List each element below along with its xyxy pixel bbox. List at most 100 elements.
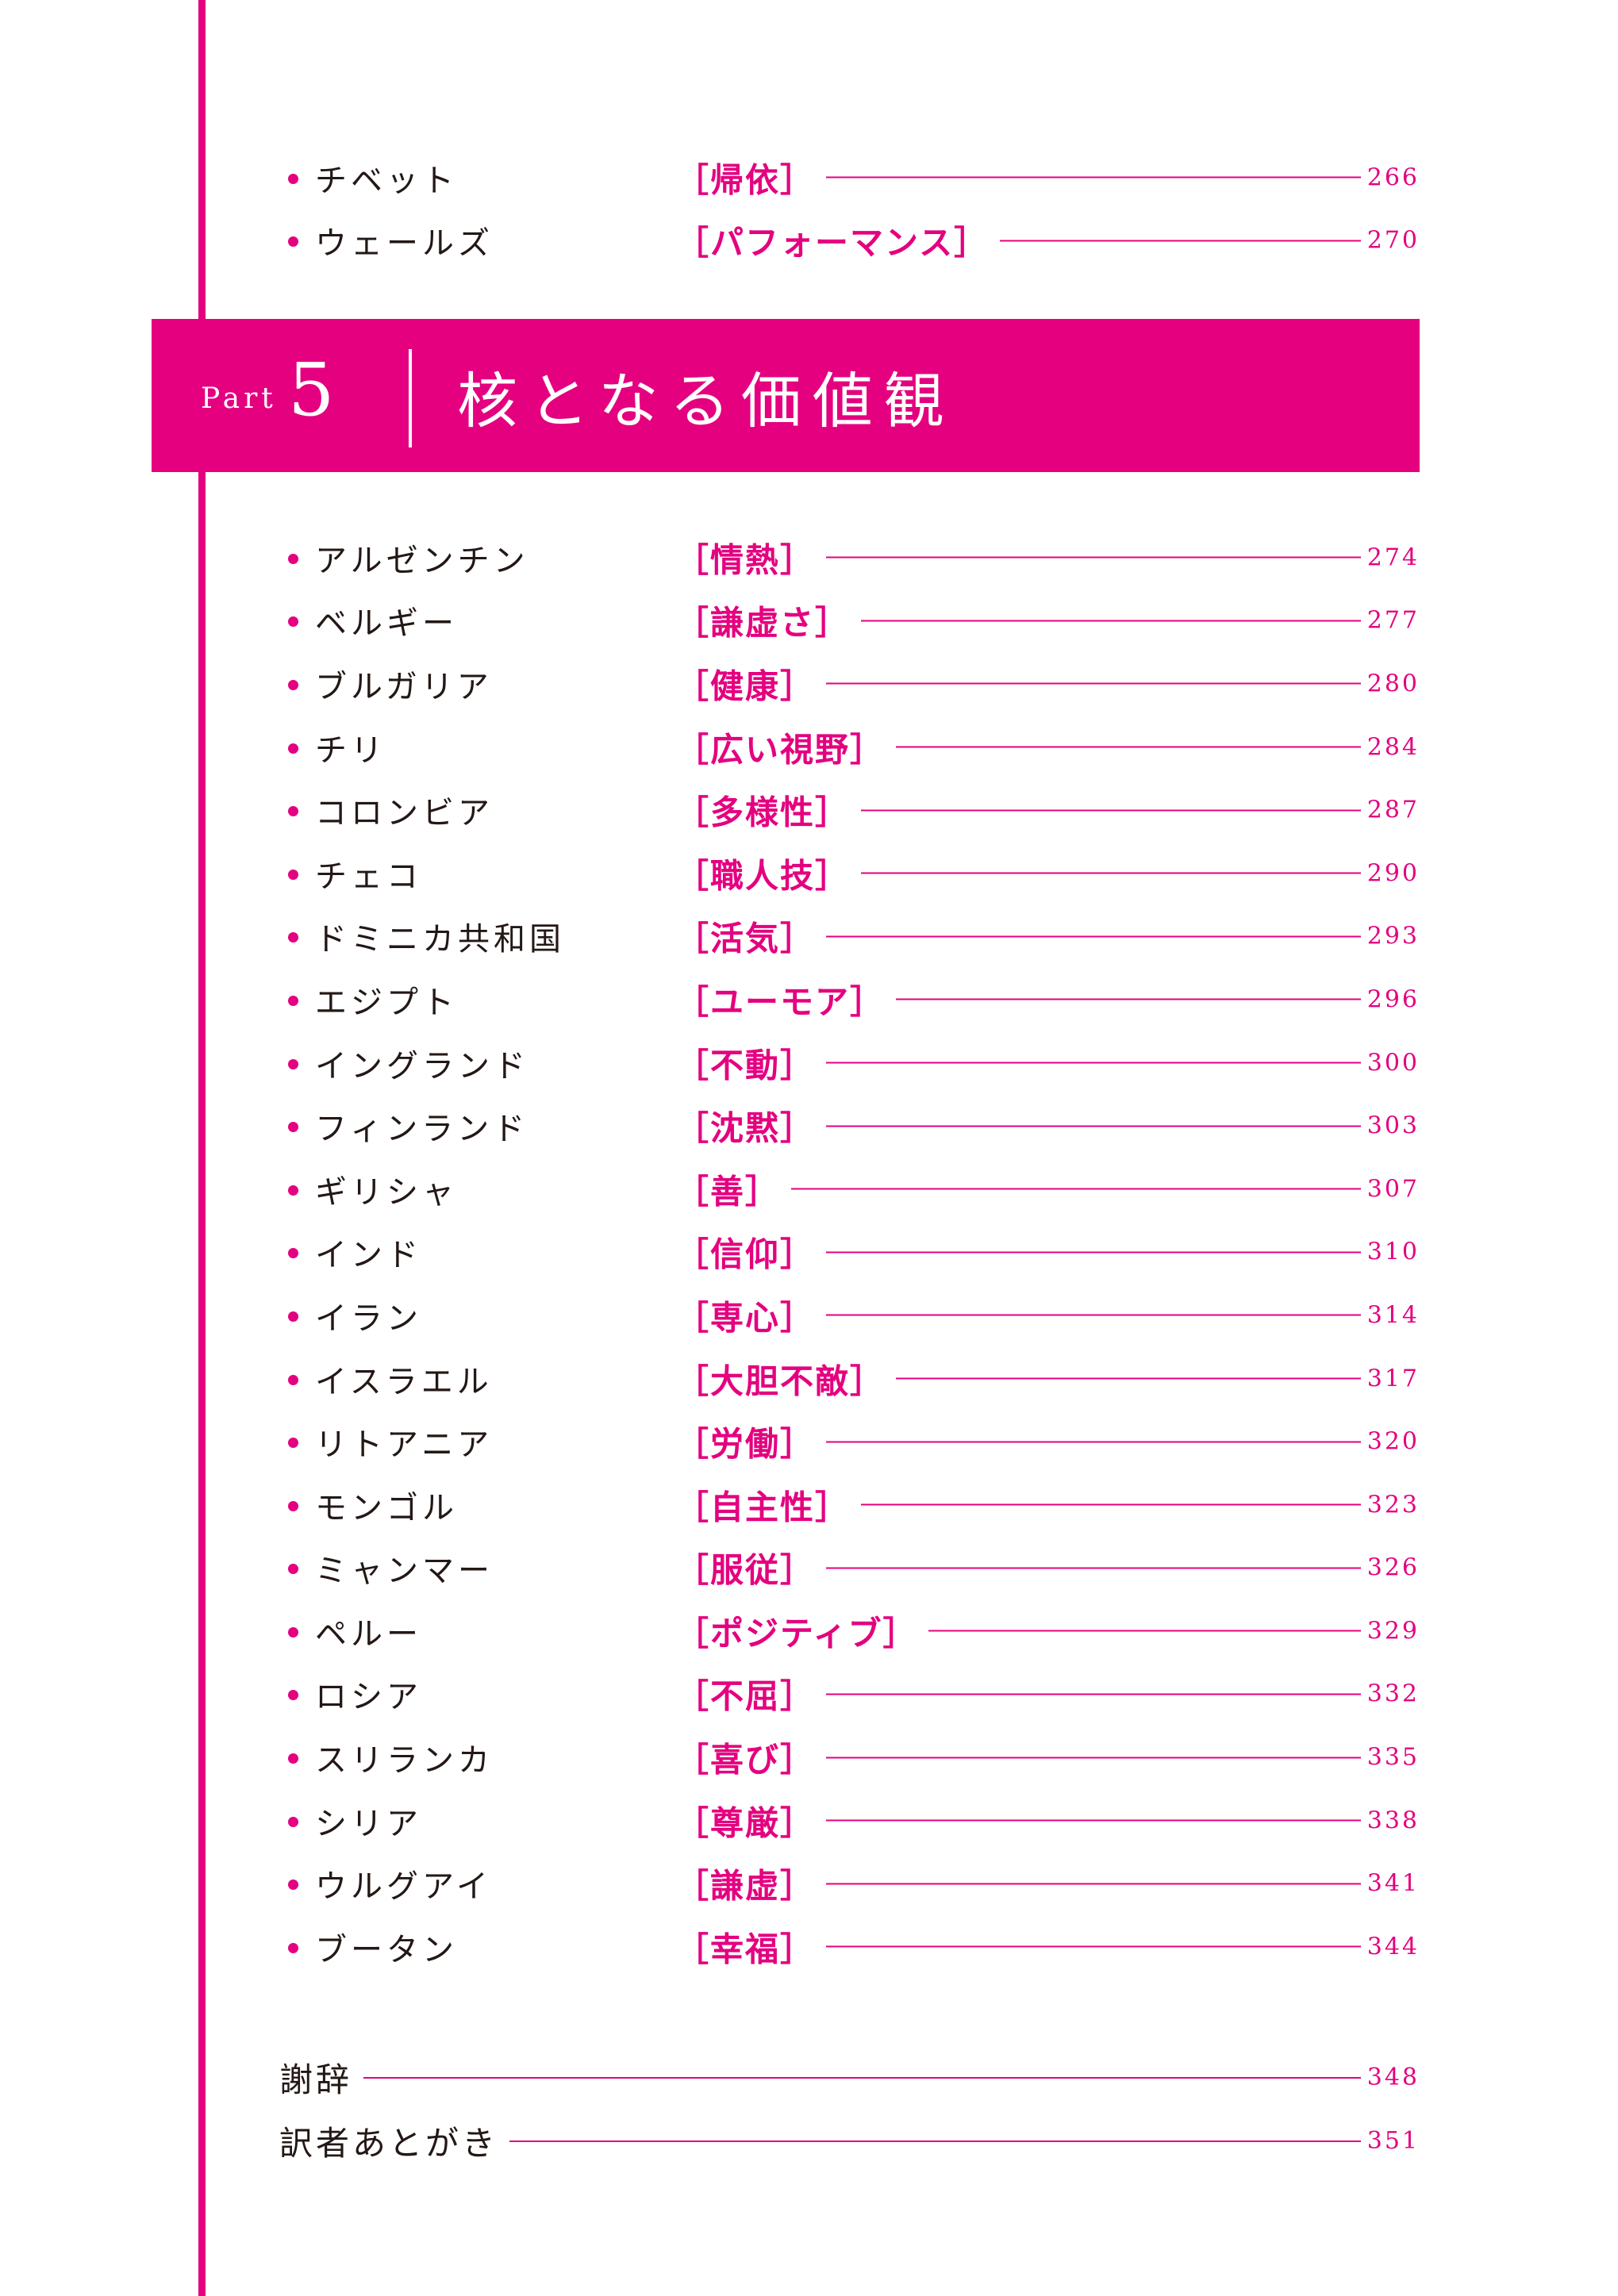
country-name: アルゼンチン (315, 542, 529, 579)
bullet-icon (288, 173, 298, 184)
toc-entry[interactable]: アルゼンチン ［情熱］ 274 (0, 526, 1618, 589)
toc-entry[interactable]: エジプト ［ユーモア］ 296 (0, 968, 1618, 1031)
entry-right: ［信仰］ 310 (675, 1228, 1420, 1277)
toc-entry[interactable]: ウルグアイ ［謙虚］ 341 (0, 1852, 1618, 1915)
toc-entry[interactable]: ブルガリア ［健康］ 280 (0, 652, 1618, 716)
bullet-icon (288, 1753, 298, 1764)
core-value: ［大胆不敵］ (675, 1361, 886, 1401)
toc-entry[interactable]: スリランカ ［喜び］ 335 (0, 1726, 1618, 1789)
margin-rule (198, 0, 206, 2296)
page-number: 329 (1366, 1617, 1420, 1645)
core-value: ［喜び］ (675, 1740, 816, 1780)
page-number: 310 (1366, 1238, 1420, 1266)
toc-entry[interactable]: コロンビア ［多様性］ 287 (0, 778, 1618, 842)
bullet-icon (288, 806, 298, 817)
core-value: ［職人技］ (675, 856, 851, 896)
toc-back-matter-afterword[interactable]: 訳者あとがき 351 (279, 2117, 1420, 2165)
toc-entry[interactable]: シリア ［尊厳］ 338 (0, 1789, 1618, 1853)
page-number: 300 (1366, 1049, 1420, 1077)
bullet-icon (288, 679, 298, 690)
leader-line (826, 1693, 1361, 1695)
page-number: 351 (1366, 2127, 1420, 2155)
entry-right: ［パフォーマンス］ 270 (675, 217, 1420, 265)
entry-right: ［職人技］ 290 (675, 849, 1420, 897)
leader-line (363, 2076, 1361, 2079)
page-number: 338 (1366, 1806, 1420, 1835)
core-value: ［情熱］ (675, 540, 816, 580)
leader-line (826, 935, 1361, 938)
toc-entry[interactable]: イングランド ［不動］ 300 (0, 1031, 1618, 1095)
leader-line (896, 746, 1361, 748)
core-value: ［ポジティブ］ (675, 1614, 918, 1653)
toc-entry[interactable]: ウェールズ ［パフォーマンス］ 270 (0, 209, 1618, 273)
page-number: 274 (1366, 543, 1420, 572)
leader-line (826, 1757, 1361, 1759)
toc-entry[interactable]: モンゴル ［自主性］ 323 (0, 1473, 1618, 1537)
core-value: ［服従］ (675, 1550, 816, 1590)
core-value: ［不屈］ (675, 1676, 816, 1716)
leader-line (826, 556, 1361, 559)
page-number: 290 (1366, 859, 1420, 888)
page-number: 332 (1366, 1680, 1420, 1708)
toc-entry[interactable]: フィンランド ［沈黙］ 303 (0, 1094, 1618, 1158)
bullet-icon (288, 869, 298, 880)
toc-entry[interactable]: ペルー ［ポジティブ］ 329 (0, 1599, 1618, 1663)
country-name: イスラエル (315, 1363, 493, 1400)
core-value: ［謙虚さ］ (675, 603, 851, 643)
core-value: ［パフォーマンス］ (675, 223, 990, 263)
leader-line (826, 1819, 1361, 1822)
toc-entry[interactable]: チェコ ［職人技］ 290 (0, 842, 1618, 905)
entry-right: ［大胆不敵］ 317 (675, 1354, 1420, 1403)
toc-entry[interactable]: イラン ［専心］ 314 (0, 1284, 1618, 1347)
entry-right: ［自主性］ 323 (675, 1480, 1420, 1529)
part-label: Part (201, 382, 277, 415)
bullet-icon (288, 1690, 298, 1701)
leader-line (928, 1630, 1361, 1632)
entry-right: ［広い視野］ 284 (675, 723, 1420, 771)
core-value: ［自主性］ (675, 1488, 851, 1527)
part-banner: Part 5 核となる価値観 (152, 319, 1420, 472)
bullet-icon (288, 743, 298, 754)
page-number: 277 (1366, 606, 1420, 635)
toc-entry[interactable]: リトアニア ［労働］ 320 (0, 1410, 1618, 1473)
entry-right: ［情熱］ 274 (675, 533, 1420, 582)
toc-entry[interactable]: ドミニカ共和国 ［活気］ 293 (0, 905, 1618, 969)
country-name: チベット (315, 162, 458, 199)
toc-list-part4-end: チベット ［帰依］ 266 ウェールズ ［パフォーマンス］ 270 (0, 146, 1618, 272)
country-name: ギリシャ (315, 1173, 458, 1211)
leader-line (861, 872, 1361, 874)
entry-right: ［不屈］ 332 (675, 1670, 1420, 1718)
toc-back-matter-acknowledgements[interactable]: 謝辞 348 (279, 2053, 1420, 2102)
country-name: チリ (315, 731, 386, 769)
core-value: ［沈黙］ (675, 1108, 816, 1148)
toc-entry[interactable]: ブータン ［幸福］ 344 (0, 1915, 1618, 1979)
core-value: ［謙虚］ (675, 1866, 816, 1906)
toc-entry[interactable]: ミャンマー ［服従］ 326 (0, 1537, 1618, 1600)
country-name: コロンビア (315, 795, 494, 832)
toc-entry[interactable]: ロシア ［不屈］ 332 (0, 1663, 1618, 1726)
country-name: ドミニカ共和国 (315, 921, 565, 958)
toc-entry[interactable]: ベルギー ［謙虚さ］ 277 (0, 589, 1618, 653)
bullet-icon (288, 1816, 298, 1827)
toc-entry[interactable]: ギリシャ ［善］ 307 (0, 1158, 1618, 1221)
bullet-icon (288, 995, 298, 1006)
toc-entry[interactable]: チベット ［帰依］ 266 (0, 146, 1618, 209)
entry-right: ［ポジティブ］ 329 (675, 1607, 1420, 1655)
bullet-icon (288, 1248, 298, 1259)
core-value: ［幸福］ (675, 1929, 816, 1969)
leader-line (826, 1883, 1361, 1885)
bullet-icon (288, 1311, 298, 1322)
entry-right: ［尊厳］ 338 (675, 1796, 1420, 1845)
toc-entry[interactable]: チリ ［広い視野］ 284 (0, 716, 1618, 779)
entry-right: ［活気］ 293 (675, 912, 1420, 961)
leader-line (826, 1945, 1361, 1948)
page-number: 266 (1366, 163, 1420, 192)
toc-entry[interactable]: イスラエル ［大胆不敵］ 317 (0, 1347, 1618, 1411)
toc-entry[interactable]: インド ［信仰］ 310 (0, 1221, 1618, 1284)
page-number: 341 (1366, 1869, 1420, 1898)
country-name: ウェールズ (315, 225, 494, 263)
page-number: 270 (1366, 226, 1420, 255)
country-name: ウルグアイ (315, 1868, 492, 1906)
core-value: ［善］ (675, 1172, 781, 1211)
leader-line (826, 1251, 1361, 1254)
